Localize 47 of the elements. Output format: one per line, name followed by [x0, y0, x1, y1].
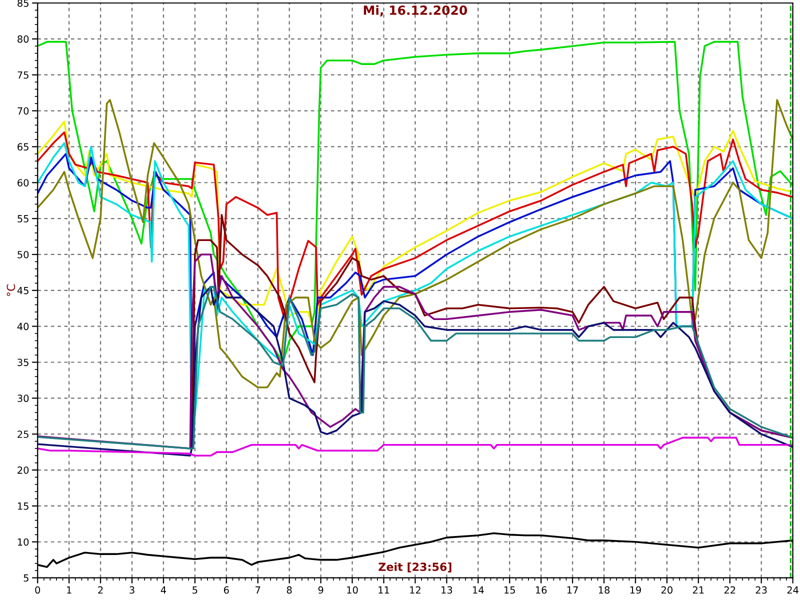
x-tick-label: 20	[661, 586, 672, 594]
x-tick-label: 11	[378, 586, 390, 594]
line-series	[38, 99, 793, 388]
x-tick-label: 10	[347, 586, 358, 594]
x-tick-label: 24	[787, 586, 798, 594]
x-tick-label: 3	[130, 586, 134, 594]
y-tick-label: 30	[18, 394, 29, 402]
y-tick-label: 25	[18, 430, 28, 438]
line-series	[38, 254, 793, 450]
x-tick-label: 21	[692, 586, 704, 594]
x-tick-label: 17	[567, 586, 578, 594]
x-tick-label: 2	[98, 586, 103, 594]
x-tick-label: 22	[724, 586, 736, 594]
y-tick-label: 40	[17, 322, 29, 330]
x-tick-label: 15	[504, 586, 515, 594]
y-tick-label: 65	[18, 143, 28, 151]
x-tick-label: 9	[318, 586, 324, 594]
x-tick-label: 13	[442, 586, 452, 594]
y-tick-label: 50	[18, 250, 29, 258]
line-series	[38, 436, 793, 457]
x-axis-title: Zeit [23:56]	[378, 562, 452, 572]
x-tick-label: 8	[286, 586, 292, 594]
chart-title: Mi, 16.12.2020	[364, 5, 468, 17]
y-tick-label: 15	[18, 502, 28, 510]
y-tick-label: 20	[18, 466, 29, 474]
x-tick-label: 14	[473, 586, 484, 594]
y-tick-label: 35	[18, 358, 28, 366]
x-tick-label: 23	[756, 586, 767, 594]
x-tick-label: 0	[35, 586, 40, 594]
y-tick-label: 70	[18, 107, 29, 115]
y-tick-label: 80	[18, 35, 29, 43]
x-tick-label: 12	[410, 586, 420, 594]
y-tick-label: 45	[17, 287, 28, 294]
x-tick-label: 6	[224, 586, 229, 594]
y-tick-label: 55	[18, 215, 28, 222]
y-tick-label: 5	[24, 574, 28, 582]
x-tick-label: 16	[536, 586, 547, 594]
y-tick-label: 60	[18, 179, 29, 186]
x-tick-label: 18	[598, 586, 610, 594]
y-tick-label: 75	[18, 71, 28, 79]
y-tick-label: 10	[18, 538, 29, 546]
x-tick-label: 1	[67, 586, 72, 594]
x-tick-label: 4	[160, 586, 166, 594]
x-tick-label: 7	[256, 586, 260, 594]
y-axis-title: °C	[6, 284, 16, 296]
x-tick-label: 5	[192, 586, 198, 594]
x-tick-label: 19	[630, 586, 641, 594]
